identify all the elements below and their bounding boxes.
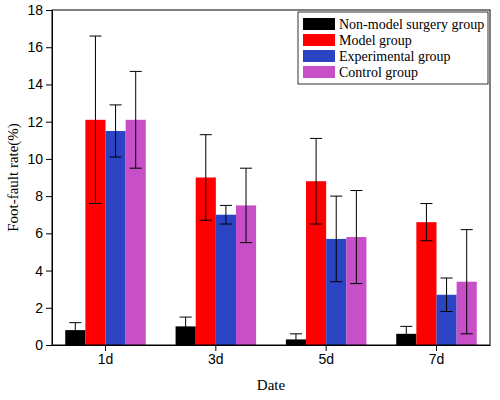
- tick-label: 12: [27, 114, 43, 130]
- bar-series: [85, 120, 436, 345]
- tick: 3d: [208, 345, 224, 367]
- tick: 6: [35, 225, 52, 241]
- y-axis: 0 2 4 6 8 10 12 14 16 18: [27, 2, 52, 353]
- error-bar: [290, 334, 302, 345]
- error-bar: [310, 138, 322, 224]
- error-bar: [420, 204, 432, 241]
- error-bar: [200, 135, 212, 221]
- tick-label: 1d: [98, 351, 114, 367]
- error-bars: [69, 317, 412, 345]
- tick-label: 7d: [429, 351, 445, 367]
- tick-mark: [46, 196, 52, 197]
- legend-label: Non-model surgery group: [339, 17, 484, 32]
- tick-label: 2: [35, 300, 43, 316]
- tick-label: 6: [35, 225, 43, 241]
- error-bar: [461, 230, 473, 334]
- axis-line: [52, 11, 53, 346]
- bar-series: [106, 131, 457, 345]
- x-axis-title: Date: [257, 377, 286, 393]
- tick-label: 18: [27, 2, 43, 18]
- tick-label: 10: [27, 151, 43, 167]
- error-bar: [110, 105, 122, 157]
- tick-label: 16: [27, 39, 43, 55]
- error-bar: [400, 326, 412, 341]
- tick: 4: [35, 263, 52, 279]
- tick: 5d: [318, 345, 334, 367]
- tick: 7d: [429, 345, 445, 367]
- legend: Non-model surgery groupModel groupExperi…: [298, 12, 488, 84]
- error-bar: [180, 317, 192, 336]
- error-bar: [441, 278, 453, 312]
- tick: 18: [27, 2, 52, 18]
- x-axis: 1d 3d 5d 7d: [53, 345, 491, 367]
- tick: 8: [35, 188, 52, 204]
- error-bars: [89, 36, 432, 241]
- tick-mark: [46, 159, 52, 160]
- tick: 10: [27, 151, 52, 167]
- error-bar: [130, 71, 142, 168]
- error-bar: [330, 196, 342, 282]
- tick-label: 0: [35, 337, 43, 353]
- tick: 1d: [98, 345, 114, 367]
- legend-label: Model group: [339, 33, 412, 48]
- tick-mark: [46, 84, 52, 85]
- error-bar: [350, 191, 362, 284]
- axis-line: [53, 345, 491, 346]
- legend-swatch: [303, 34, 335, 46]
- bar-series: [126, 120, 477, 345]
- tick-mark: [46, 271, 52, 272]
- tick-label: 4: [35, 263, 43, 279]
- tick-mark: [46, 308, 52, 309]
- tick-label: 3d: [208, 351, 224, 367]
- error-bar: [89, 36, 101, 204]
- legend-swatch: [303, 18, 335, 30]
- chart: 0 2 4 6 8 10 12 14 16 18 1d 3d 5d 7d Date Foot-fault ra…: [0, 0, 500, 400]
- error-bars: [130, 71, 473, 333]
- tick-label: 8: [35, 188, 43, 204]
- legend-label: Control group: [339, 65, 418, 80]
- tick: 14: [27, 76, 52, 92]
- bar: [216, 215, 236, 345]
- plot-frame: [52, 10, 490, 345]
- tick-mark: [46, 233, 52, 234]
- tick-mark: [46, 122, 52, 123]
- legend-box: [298, 12, 488, 84]
- tick: 0: [35, 337, 52, 353]
- error-bar: [220, 205, 232, 224]
- bar: [106, 131, 126, 345]
- y-axis-title: Foot-fault rate(%): [5, 123, 22, 232]
- error-bars: [110, 105, 453, 312]
- error-bar: [240, 168, 252, 242]
- legend-swatch: [303, 66, 335, 78]
- tick-mark: [46, 10, 52, 11]
- legend-label: Experimental group: [339, 49, 451, 64]
- error-bar: [69, 323, 81, 338]
- legend-swatch: [303, 50, 335, 62]
- tick: 12: [27, 114, 52, 130]
- tick-mark: [46, 345, 52, 346]
- tick: 16: [27, 39, 52, 55]
- tick-label: 14: [27, 76, 43, 92]
- tick: 2: [35, 300, 52, 316]
- tick-mark: [46, 47, 52, 48]
- tick-label: 5d: [318, 351, 334, 367]
